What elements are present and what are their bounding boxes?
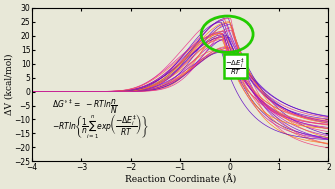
Text: $-RTln\!\left\{\dfrac{1}{n}\!\sum_{i=1}^{n}\!exp\!\left(\dfrac{-\Delta E_i^{\dda: $-RTln\!\left\{\dfrac{1}{n}\!\sum_{i=1}^… <box>52 112 149 141</box>
Y-axis label: ΔV (kcal/mol): ΔV (kcal/mol) <box>4 54 13 115</box>
X-axis label: Reaction Coordinate (Å): Reaction Coordinate (Å) <box>125 175 236 185</box>
Text: $\Delta G^{\circ\ddagger} = \ -RTln\dfrac{n}{N}$: $\Delta G^{\circ\ddagger} = \ -RTln\dfra… <box>52 98 118 116</box>
Text: $\dfrac{-\Delta E_i^{\ddagger}}{RT}$: $\dfrac{-\Delta E_i^{\ddagger}}{RT}$ <box>225 56 246 77</box>
